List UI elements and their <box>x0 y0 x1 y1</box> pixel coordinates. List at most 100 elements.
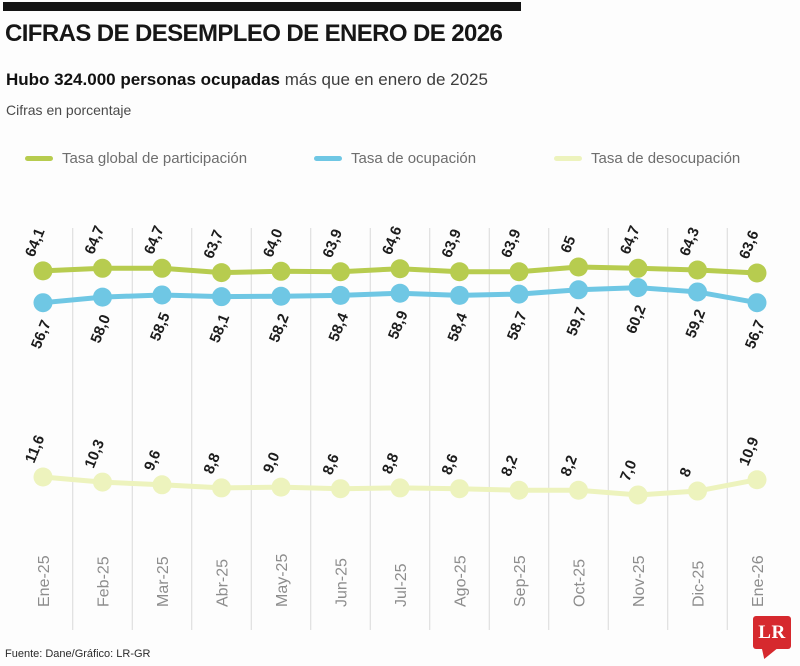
data-point <box>271 286 291 306</box>
data-point <box>509 480 529 500</box>
value-label: 56,7 <box>742 318 769 351</box>
legend-label: Tasa de ocupación <box>351 150 477 167</box>
data-point <box>569 480 588 500</box>
data-point <box>212 263 231 283</box>
data-point <box>509 262 529 282</box>
data-point <box>628 485 648 505</box>
value-label: 9,6 <box>141 448 165 474</box>
legend-dash-icon <box>314 156 342 161</box>
data-point <box>688 481 707 501</box>
x-axis-label: Abr-25 <box>215 559 232 607</box>
data-point <box>152 285 172 305</box>
chart-legend: Tasa global de participación Tasa de ocu… <box>0 150 800 176</box>
value-label: 8,6 <box>319 451 343 477</box>
value-label: 65 <box>557 234 579 256</box>
x-axis-label: Mar-25 <box>155 556 172 607</box>
legend-item-participacion: Tasa global de participación <box>25 150 247 167</box>
value-label: 58,7 <box>504 309 531 342</box>
value-label: 59,2 <box>683 307 710 340</box>
lr-logo: LR <box>753 616 791 649</box>
value-label: 8,8 <box>379 451 403 477</box>
value-label: 63,6 <box>736 228 763 261</box>
data-point <box>450 262 469 282</box>
data-point <box>747 263 767 283</box>
data-point <box>628 278 648 298</box>
data-point <box>331 285 350 305</box>
value-label: 64,0 <box>260 226 287 259</box>
value-label: 58,1 <box>207 312 234 345</box>
value-label: 64,6 <box>379 224 406 257</box>
value-label: 10,3 <box>81 437 108 470</box>
data-point <box>747 470 767 490</box>
value-label: 8 <box>676 465 695 479</box>
x-axis-label: Jun-25 <box>334 558 351 607</box>
legend-label: Tasa de desocupación <box>591 150 741 167</box>
units-note: Cifras en porcentaje <box>6 102 132 118</box>
subtitle: Hubo 324.000 personas ocupadas más que e… <box>6 70 488 90</box>
data-point <box>271 261 291 281</box>
value-label: 59,7 <box>564 305 591 338</box>
value-label: 8,6 <box>438 451 462 477</box>
data-point <box>450 285 469 305</box>
value-label: 7,0 <box>617 458 641 484</box>
data-point <box>569 257 588 277</box>
data-point <box>212 478 231 498</box>
data-point <box>390 259 410 279</box>
data-point <box>688 260 707 280</box>
data-point <box>33 467 53 487</box>
legend-label: Tasa global de participación <box>62 150 248 167</box>
value-label: 10,9 <box>736 435 763 468</box>
value-label: 8,2 <box>498 453 522 479</box>
value-label: 63,9 <box>498 227 525 260</box>
header-accent-bar <box>3 2 521 11</box>
data-point <box>93 258 112 278</box>
value-label: 58,5 <box>147 310 174 343</box>
value-label: 60,2 <box>623 303 650 336</box>
data-point <box>271 477 291 497</box>
data-point <box>747 293 767 313</box>
lr-logo-text: LR <box>758 621 786 643</box>
subtitle-highlight: Hubo 324.000 personas ocupadas <box>6 70 280 89</box>
value-label: 64,3 <box>676 225 703 258</box>
value-label: 11,6 <box>22 433 48 466</box>
subtitle-rest: más que en enero de 2025 <box>280 70 488 89</box>
data-point <box>93 472 112 492</box>
value-label: 64,7 <box>81 223 108 256</box>
x-axis-label: Dic-25 <box>691 561 708 607</box>
value-label: 8,8 <box>200 451 224 477</box>
data-point <box>212 287 231 307</box>
page-title: CIFRAS DE DESEMPLEO DE ENERO DE 2026 <box>5 20 503 47</box>
legend-dash-icon <box>554 156 582 161</box>
data-point <box>152 475 172 495</box>
value-label: 9,0 <box>260 450 284 476</box>
data-point <box>450 479 469 499</box>
x-axis-label: Jul-25 <box>393 563 410 607</box>
legend-item-desocupacion: Tasa de desocupación <box>554 150 740 167</box>
value-label: 8,2 <box>557 453 581 479</box>
data-point <box>93 287 112 307</box>
source-credit: Fuente: Dane/Gráfico: LR-GR <box>5 648 151 660</box>
data-point <box>152 258 172 278</box>
value-label: 64,1 <box>22 226 49 259</box>
x-axis-label: Nov-25 <box>631 555 648 607</box>
value-label: 58,2 <box>266 311 293 344</box>
x-axis-label: May-25 <box>274 554 291 607</box>
value-label: 63,9 <box>319 227 346 260</box>
x-axis-label: Ene-26 <box>750 555 767 607</box>
x-axis-label: Sep-25 <box>512 555 529 607</box>
value-label: 58,4 <box>445 310 472 344</box>
data-point <box>33 293 53 313</box>
data-point <box>331 479 350 499</box>
legend-dash-icon <box>25 156 53 161</box>
x-axis-label: Oct-25 <box>572 559 589 607</box>
x-axis-label: Ene-25 <box>36 555 53 607</box>
legend-item-ocupacion: Tasa de ocupación <box>314 150 476 167</box>
value-label: 58,0 <box>88 312 115 345</box>
value-label: 64,7 <box>141 223 168 256</box>
x-axis-label: Feb-25 <box>96 556 113 607</box>
value-label: 63,7 <box>200 228 227 261</box>
data-point <box>390 478 410 498</box>
value-label: 58,4 <box>326 310 353 344</box>
